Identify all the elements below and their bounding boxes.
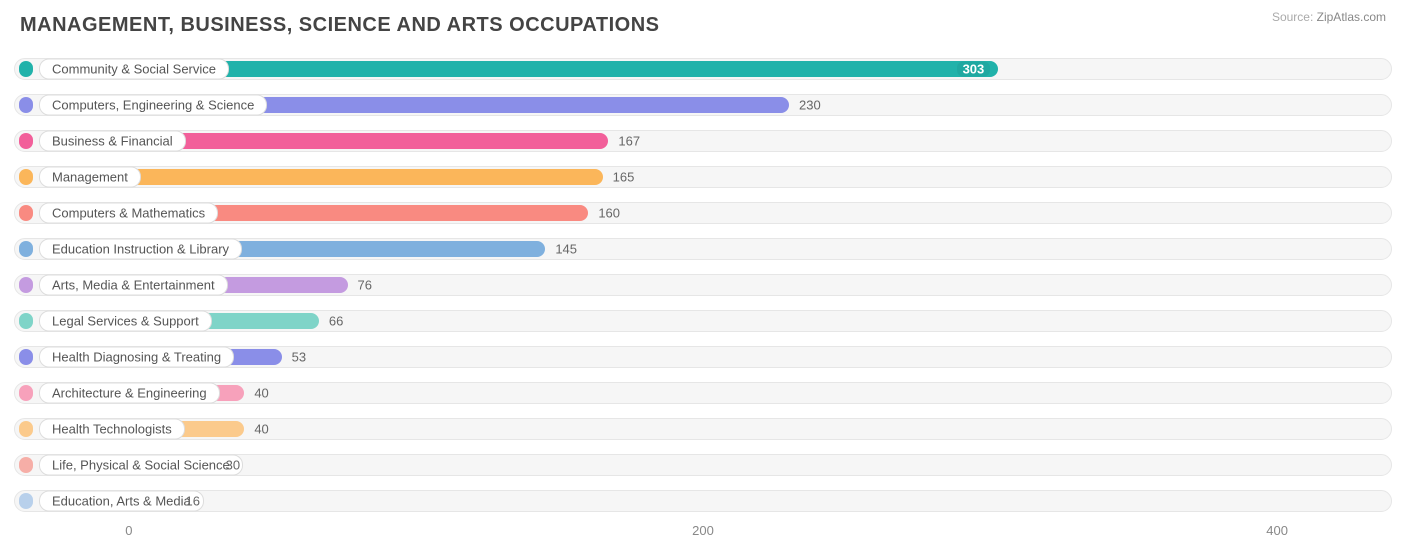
- bar-value-label: 30: [226, 458, 240, 473]
- bar-cap: [19, 349, 33, 365]
- bar-row: Business & Financial 167: [14, 123, 1392, 159]
- bar-track: Computers & Mathematics 160: [14, 202, 1392, 224]
- bar-track: Life, Physical & Social Science30: [14, 454, 1392, 476]
- bar-cap: [19, 133, 33, 149]
- bar-row: Computers & Mathematics 160: [14, 195, 1392, 231]
- x-axis-tick: 200: [692, 523, 714, 538]
- bar-row: Computers, Engineering & Science 230: [14, 87, 1392, 123]
- bar-value-label: 167: [618, 134, 640, 149]
- x-axis: 0 200 400: [14, 523, 1392, 543]
- bar-cap: [19, 385, 33, 401]
- bar-value-label: 160: [598, 206, 620, 221]
- bar-category-label: Life, Physical & Social Science: [39, 455, 243, 476]
- bar-category-label: Business & Financial: [39, 131, 186, 152]
- bar-value-label: 165: [613, 170, 635, 185]
- bar-value-label: 40: [254, 386, 268, 401]
- x-axis-tick: 0: [125, 523, 132, 538]
- bar-cap: [19, 241, 33, 257]
- bar-category-label: Computers, Engineering & Science: [39, 95, 267, 116]
- source-label: Source:: [1272, 10, 1313, 24]
- bar-category-label: Education Instruction & Library: [39, 239, 242, 260]
- bar-cap: [19, 97, 33, 113]
- bar-category-label: Health Technologists: [39, 419, 185, 440]
- bar-category-label: Architecture & Engineering: [39, 383, 220, 404]
- bar-category-label: Education, Arts & Media: [39, 491, 204, 512]
- bar-cap: [19, 313, 33, 329]
- bar-category-label: Community & Social Service: [39, 59, 229, 80]
- bar-row: Community & Social Service 303: [14, 51, 1392, 87]
- bar-track: Architecture & Engineering 40: [14, 382, 1392, 404]
- bar-track: Education, Arts & Media16: [14, 490, 1392, 512]
- bar-value-label: 40: [254, 422, 268, 437]
- bar-track: Health Diagnosing & Treating 53: [14, 346, 1392, 368]
- bar-value-label: 16: [186, 494, 200, 509]
- bar-value-label: 53: [292, 350, 306, 365]
- bar-track: Education Instruction & Library 145: [14, 238, 1392, 260]
- chart-container: MANAGEMENT, BUSINESS, SCIENCE AND ARTS O…: [0, 0, 1406, 558]
- bar-track: Legal Services & Support 66: [14, 310, 1392, 332]
- bar-cap: [19, 205, 33, 221]
- chart-title: MANAGEMENT, BUSINESS, SCIENCE AND ARTS O…: [20, 14, 1392, 37]
- bar-track: Community & Social Service 303: [14, 58, 1392, 80]
- source-attribution: Source: ZipAtlas.com: [1272, 10, 1386, 24]
- bar-row: Education, Arts & Media16: [14, 483, 1392, 519]
- bar-cap: [19, 61, 33, 77]
- bar-value-label: 303: [957, 62, 991, 77]
- bar-value-label: 230: [799, 98, 821, 113]
- bar-row: Health Diagnosing & Treating 53: [14, 339, 1392, 375]
- bars-area: Community & Social Service 303 Computers, …: [14, 51, 1392, 519]
- bar-cap: [19, 493, 33, 509]
- x-axis-tick: 400: [1266, 523, 1288, 538]
- bar-row: Arts, Media & Entertainment 76: [14, 267, 1392, 303]
- bar-category-label: Management: [39, 167, 141, 188]
- bar-track: Arts, Media & Entertainment 76: [14, 274, 1392, 296]
- bar-category-label: Health Diagnosing & Treating: [39, 347, 234, 368]
- bar-track: Health Technologists 40: [14, 418, 1392, 440]
- bar-category-label: Arts, Media & Entertainment: [39, 275, 228, 296]
- bar-value-label: 76: [358, 278, 372, 293]
- bar-row: Management 165: [14, 159, 1392, 195]
- bar-cap: [19, 169, 33, 185]
- bar-category-label: Computers & Mathematics: [39, 203, 218, 224]
- bar-fill: [130, 169, 603, 185]
- bar-row: Life, Physical & Social Science30: [14, 447, 1392, 483]
- bar-row: Legal Services & Support 66: [14, 303, 1392, 339]
- bar-cap: [19, 421, 33, 437]
- bar-track: Business & Financial 167: [14, 130, 1392, 152]
- bar-track: Computers, Engineering & Science 230: [14, 94, 1392, 116]
- bar-cap: [19, 277, 33, 293]
- bar-fill: [130, 133, 609, 149]
- bar-category-label: Legal Services & Support: [39, 311, 212, 332]
- bar-fill: [130, 61, 999, 77]
- source-site: ZipAtlas.com: [1317, 10, 1386, 24]
- bar-value-label: 66: [329, 314, 343, 329]
- bar-row: Health Technologists 40: [14, 411, 1392, 447]
- bar-track: Management 165: [14, 166, 1392, 188]
- bar-value-label: 145: [555, 242, 577, 257]
- bar-cap: [19, 457, 33, 473]
- bar-row: Education Instruction & Library 145: [14, 231, 1392, 267]
- bar-row: Architecture & Engineering 40: [14, 375, 1392, 411]
